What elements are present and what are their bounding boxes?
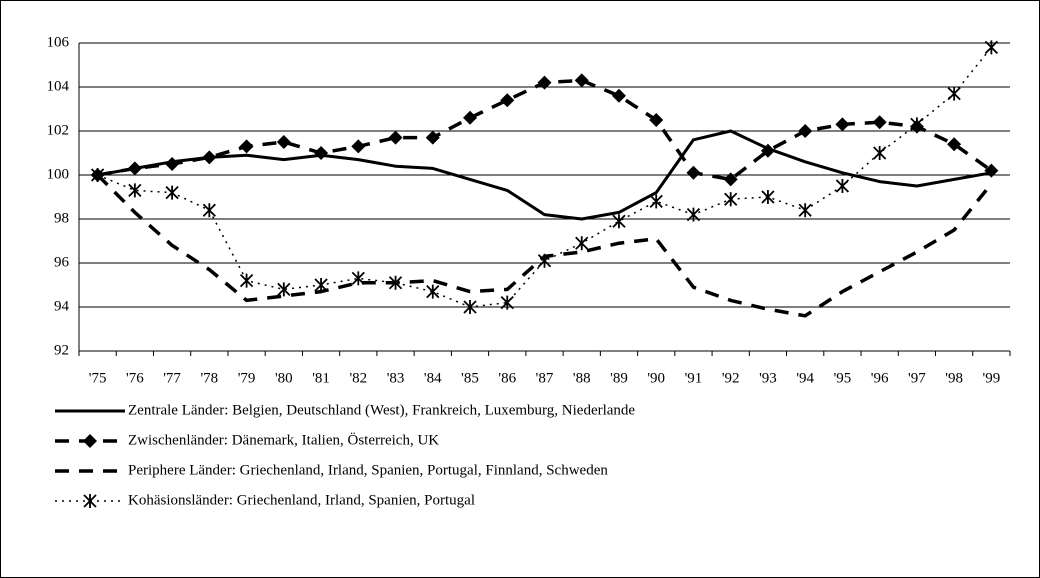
x-tick-label: '82	[349, 370, 367, 386]
marker	[165, 185, 179, 200]
marker	[649, 194, 663, 209]
x-tick-label: '97	[908, 370, 926, 386]
y-tick-label: 104	[47, 78, 70, 94]
marker	[314, 146, 329, 160]
x-tick-label: '79	[238, 370, 256, 386]
marker	[723, 172, 738, 187]
marker	[277, 282, 291, 297]
marker	[537, 75, 552, 90]
marker	[798, 124, 813, 138]
marker	[314, 278, 328, 292]
marker	[351, 139, 366, 154]
x-tick-label: '98	[945, 370, 963, 386]
marker	[83, 494, 97, 508]
marker	[947, 137, 962, 152]
y-tick-label: 94	[54, 298, 70, 314]
x-tick-label: '80	[275, 370, 293, 386]
series-line	[97, 129, 992, 221]
x-tick-label: '93	[759, 370, 777, 386]
marker	[239, 273, 254, 288]
marker	[165, 157, 180, 171]
marker	[910, 117, 924, 132]
marker	[686, 165, 701, 180]
marker	[83, 434, 97, 448]
x-tick-label: '87	[536, 370, 554, 386]
x-tick-label: '99	[983, 370, 1001, 386]
marker	[463, 300, 477, 314]
x-tick-label: '75	[89, 370, 107, 386]
y-tick-label: 96	[54, 254, 70, 270]
marker	[425, 130, 440, 145]
x-tick-label: '77	[163, 370, 181, 386]
marker	[127, 161, 142, 176]
x-tick-label: '83	[387, 370, 405, 386]
y-tick-label: 98	[54, 210, 69, 226]
x-tick-label: '89	[610, 370, 628, 386]
marker	[388, 130, 403, 145]
marker	[500, 295, 514, 310]
marker	[90, 168, 105, 182]
x-tick-label: '88	[573, 370, 591, 386]
x-tick-label: '94	[796, 370, 814, 386]
marker	[202, 150, 217, 165]
marker	[202, 203, 216, 218]
marker	[128, 183, 142, 198]
x-tick-label: '76	[126, 370, 144, 386]
y-tick-label: 100	[47, 166, 70, 182]
marker	[872, 115, 887, 130]
legend-label: Kohäsionsländer: Griechenland, Irland, S…	[128, 492, 475, 508]
x-tick-label: '86	[498, 370, 516, 386]
marker	[611, 88, 626, 103]
legend-label: Zwischenländer: Dänemark, Italien, Öster…	[128, 431, 439, 448]
marker	[276, 135, 291, 149]
marker	[724, 192, 738, 207]
marker	[984, 40, 999, 55]
x-tick-label: '78	[200, 370, 218, 386]
marker	[537, 253, 552, 268]
x-tick-label: '85	[461, 370, 479, 386]
x-tick-label: '91	[685, 370, 703, 386]
x-tick-label: '81	[312, 370, 330, 386]
legend-label: Periphere Länder: Griechenland, Irland, …	[128, 462, 608, 478]
y-tick-label: 106	[47, 34, 70, 50]
marker	[574, 73, 589, 88]
x-tick-label: '90	[647, 370, 665, 386]
marker	[388, 275, 403, 290]
marker	[500, 93, 515, 108]
marker	[873, 146, 887, 160]
marker	[351, 271, 365, 286]
marker	[239, 139, 254, 154]
y-tick-label: 92	[54, 342, 69, 358]
x-tick-label: '96	[871, 370, 889, 386]
marker	[760, 143, 775, 158]
marker	[947, 86, 961, 101]
marker	[835, 117, 850, 132]
marker	[686, 207, 701, 222]
marker	[575, 236, 589, 251]
marker	[761, 190, 775, 204]
x-tick-label: '92	[722, 370, 740, 386]
marker	[835, 179, 850, 193]
marker	[612, 214, 626, 229]
marker	[649, 113, 664, 127]
x-tick-label: '84	[424, 370, 442, 386]
marker	[463, 110, 478, 125]
legend-label: Zentrale Länder: Belgien, Deutschland (W…	[128, 402, 635, 418]
marker	[984, 163, 999, 178]
x-tick-label: '95	[834, 370, 852, 386]
marker	[798, 203, 812, 218]
marker	[426, 284, 440, 299]
y-tick-label: 102	[47, 122, 70, 138]
